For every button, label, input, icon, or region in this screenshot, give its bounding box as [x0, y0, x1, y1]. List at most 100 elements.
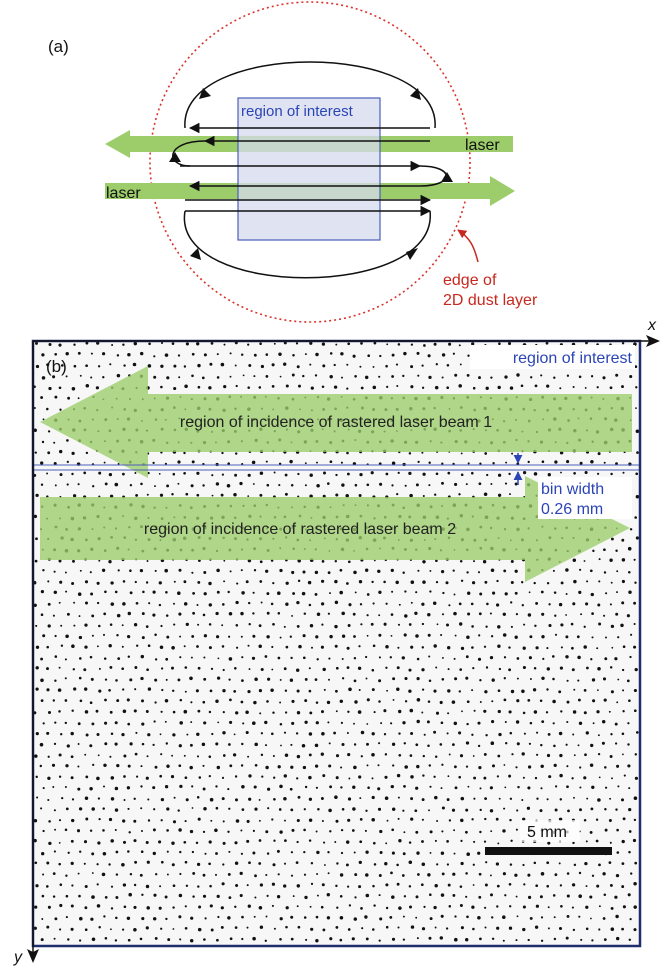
- dust-particle: [634, 776, 639, 780]
- dust-particle: [383, 733, 387, 736]
- dust-particle: [496, 926, 500, 930]
- dust-particle: [466, 373, 470, 377]
- dust-particle: [415, 743, 419, 747]
- dust-particle: [215, 482, 220, 486]
- dust-particle: [258, 839, 262, 842]
- dust-particle: [289, 459, 293, 464]
- dust-particle: [253, 353, 257, 357]
- dust-particle: [366, 593, 370, 596]
- dust-particle: [346, 387, 349, 390]
- dust-particle: [421, 688, 425, 691]
- dust-particle: [340, 461, 343, 464]
- dust-particle: [222, 711, 225, 714]
- dust-particle: [616, 851, 620, 854]
- dust-particle: [347, 560, 351, 564]
- dust-particle: [216, 938, 219, 942]
- dust-particle: [329, 830, 332, 833]
- dust-particle: [35, 775, 38, 779]
- dust-particle: [204, 852, 207, 855]
- dust-particle: [554, 808, 558, 812]
- dust-particle: [109, 623, 113, 626]
- dust-particle: [197, 363, 201, 368]
- dust-particle: [65, 764, 69, 768]
- dust-particle: [597, 667, 601, 671]
- dust-particle: [496, 775, 500, 778]
- scale-label: 5 mm: [527, 824, 567, 841]
- dust-particle: [603, 893, 607, 896]
- dust-particle: [228, 807, 231, 810]
- dust-particle: [384, 796, 389, 800]
- dust-particle: [229, 937, 233, 941]
- dust-particle: [110, 732, 114, 735]
- dust-particle: [129, 678, 133, 682]
- dust-particle: [254, 807, 258, 811]
- dust-particle: [47, 905, 51, 909]
- dust-particle: [353, 722, 355, 725]
- dust-particle: [504, 375, 508, 379]
- dust-particle: [341, 611, 345, 616]
- dust-particle: [566, 460, 570, 464]
- dust-particle: [384, 753, 388, 756]
- dust-particle: [314, 592, 318, 596]
- dust-particle: [154, 678, 158, 682]
- dust-particle: [421, 818, 424, 821]
- dust-particle: [353, 656, 357, 660]
- dust-particle: [241, 679, 244, 682]
- roi-label-b: region of interest: [513, 350, 633, 367]
- dust-particle: [354, 483, 358, 487]
- dust-particle: [435, 363, 438, 366]
- dust-particle: [159, 733, 162, 736]
- dust-particle: [346, 363, 349, 366]
- dust-particle: [491, 916, 494, 919]
- dust-particle: [460, 796, 465, 801]
- dust-particle: [460, 861, 464, 866]
- dust-particle: [527, 938, 530, 942]
- dust-particle: [159, 493, 164, 497]
- dust-particle: [346, 646, 350, 650]
- dust-particle: [59, 580, 63, 584]
- dust-particle: [60, 733, 63, 736]
- dust-particle: [558, 731, 563, 736]
- dust-particle: [308, 753, 312, 757]
- dust-particle: [116, 354, 120, 357]
- dust-particle: [145, 710, 149, 713]
- dust-particle: [422, 580, 426, 584]
- dust-particle: [104, 742, 108, 746]
- dust-particle: [229, 570, 232, 573]
- dust-particle: [66, 483, 69, 486]
- dust-particle: [58, 666, 61, 669]
- dust-particle: [52, 375, 56, 379]
- dust-particle: [514, 569, 518, 573]
- dust-particle: [595, 839, 599, 843]
- dust-particle: [316, 873, 319, 875]
- dust-particle: [359, 603, 363, 606]
- dust-particle: [560, 581, 564, 585]
- dust-particle: [128, 831, 131, 834]
- dust-particle: [221, 797, 225, 801]
- dust-particle: [453, 593, 456, 596]
- dust-particle: [253, 785, 257, 789]
- dust-particle: [185, 492, 189, 496]
- dust-particle: [572, 733, 575, 736]
- dust-particle: [466, 635, 470, 640]
- dust-particle: [447, 689, 451, 693]
- dust-particle: [279, 917, 283, 921]
- dust-particle: [508, 926, 513, 930]
- dust-particle: [403, 351, 407, 356]
- dust-particle: [552, 569, 555, 572]
- dust-particle: [58, 819, 62, 822]
- dust-particle: [102, 851, 107, 856]
- dust-particle: [246, 819, 250, 823]
- dust-particle: [558, 926, 563, 931]
- dust-particle: [316, 483, 320, 488]
- dust-particle: [605, 636, 607, 639]
- dust-particle: [160, 860, 164, 864]
- dust-particle: [210, 819, 213, 822]
- dust-particle: [516, 657, 520, 660]
- dust-particle: [267, 677, 271, 681]
- dust-particle: [416, 677, 420, 681]
- dust-particle: [409, 905, 412, 909]
- dust-particle: [73, 687, 77, 691]
- dust-particle: [353, 679, 357, 683]
- dust-particle: [215, 806, 219, 810]
